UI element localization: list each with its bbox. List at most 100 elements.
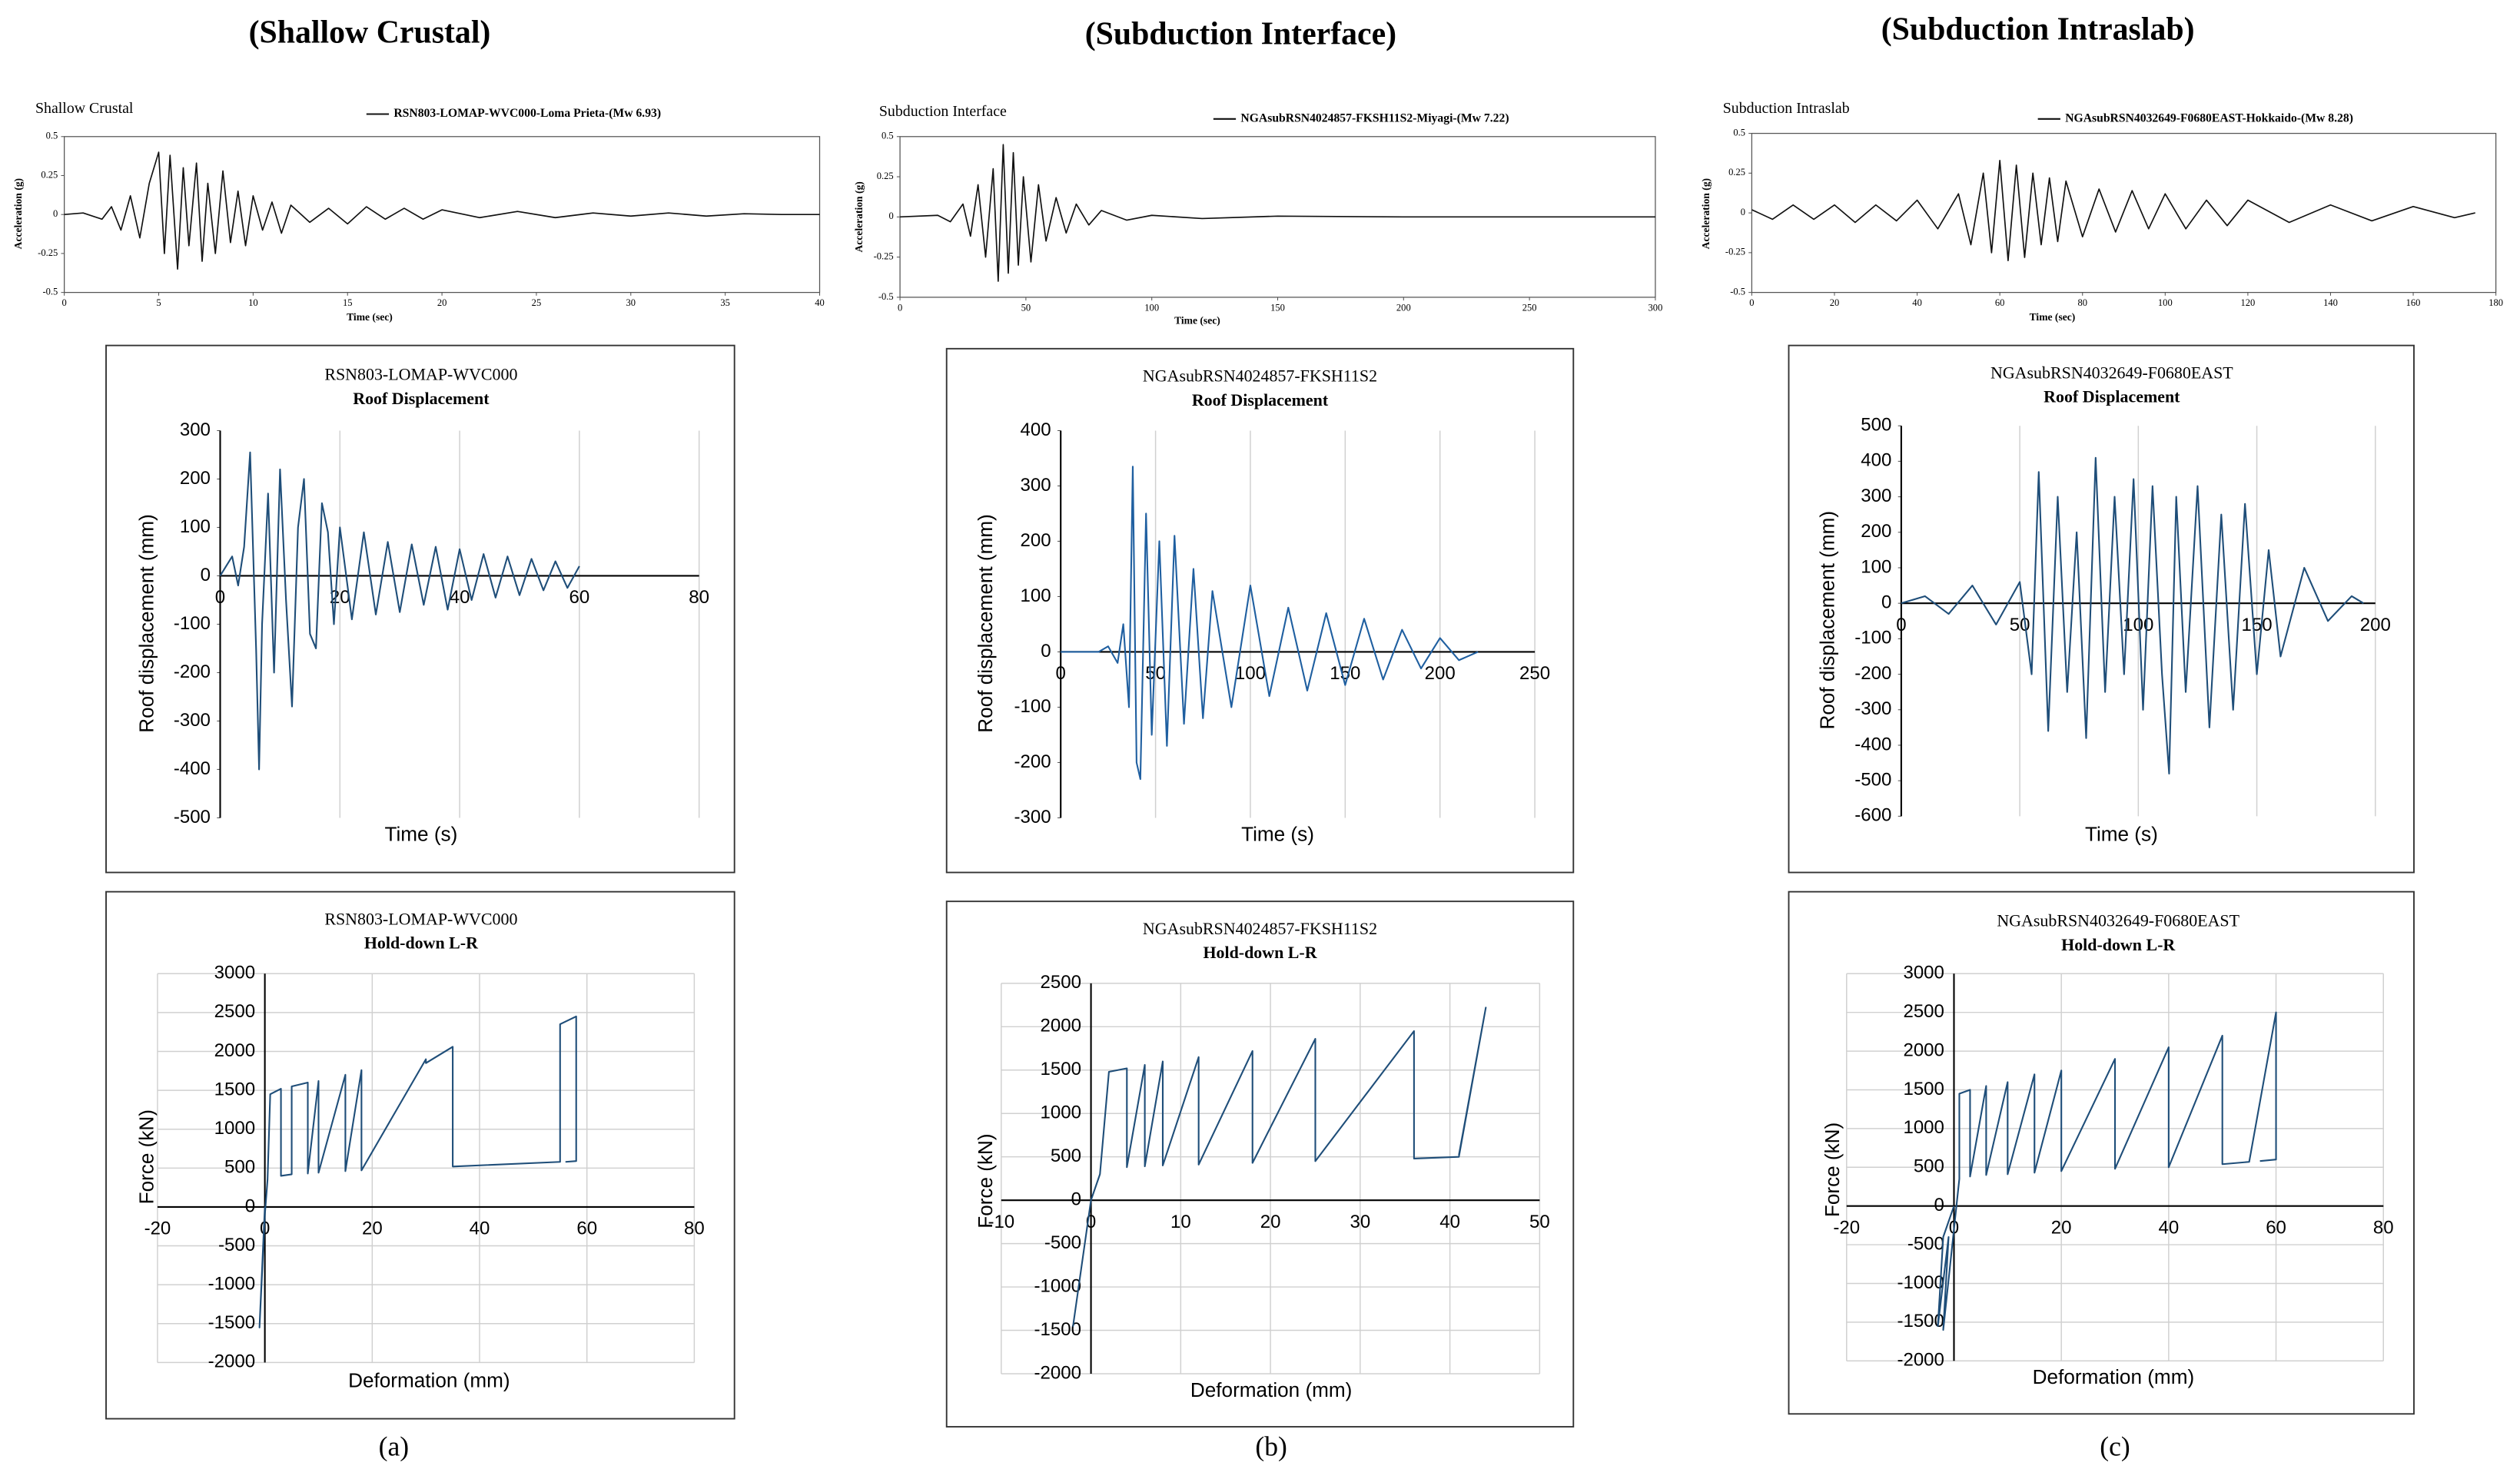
- chart-title: NGAsubRSN4032649-F0680EAST: [1990, 363, 2233, 382]
- y-tick-label: -500: [1044, 1232, 1081, 1253]
- x-tick-label: 100: [2158, 297, 2173, 308]
- y-tick-label: -0.25: [874, 250, 894, 261]
- y-tick-label: -0.5: [42, 286, 58, 297]
- y-axis-label: Acceleration (g): [12, 178, 25, 249]
- y-tick-label: -300: [174, 710, 211, 731]
- x-tick-label: 40: [470, 1219, 490, 1239]
- y-tick-label: -100: [174, 613, 211, 634]
- y-tick-label: -1500: [1897, 1311, 1944, 1331]
- legend-label: NGAsubRSN4024857-FKSH11S2-Miyagi-(Mw 7.2…: [1240, 111, 1509, 124]
- x-tick-label: -10: [988, 1212, 1014, 1232]
- y-tick-label: 2000: [1903, 1040, 1944, 1060]
- x-tick-label: 50: [1529, 1212, 1550, 1232]
- y-tick-label: 400: [1861, 450, 1891, 471]
- y-tick-label: 1000: [1041, 1103, 1081, 1123]
- data-line: [1072, 1006, 1487, 1327]
- y-tick-label: 200: [180, 468, 211, 489]
- y-tick-label: -100: [1854, 628, 1891, 648]
- y-axis-label: Roof displacement (mm): [134, 514, 158, 733]
- y-tick-label: 0: [201, 565, 211, 585]
- y-tick-label: -1000: [1034, 1275, 1081, 1296]
- x-tick-label: 60: [576, 1219, 597, 1239]
- x-tick-label: 200: [1425, 663, 1456, 684]
- chart-title: RSN803-LOMAP-WVC000: [324, 909, 517, 928]
- y-axis-label: Acceleration (g): [1700, 178, 1712, 249]
- x-tick-label: 300: [1648, 302, 1663, 313]
- chart-subtitle: Roof Displacement: [2044, 387, 2180, 406]
- y-tick-label: 2500: [214, 1001, 255, 1022]
- y-tick-label: 1500: [214, 1079, 255, 1099]
- panel-frame: [945, 900, 1575, 1428]
- x-tick-label: 20: [1830, 297, 1840, 308]
- y-tick-label: -500: [174, 807, 211, 827]
- x-tick-label: 250: [1522, 302, 1537, 313]
- y-tick-label: -500: [1854, 770, 1891, 791]
- chart-subtitle: Roof Displacement: [353, 389, 490, 408]
- x-tick-label: 140: [2323, 297, 2338, 308]
- chart-title: NGAsubRSN4032649-F0680EAST: [1997, 910, 2239, 930]
- x-tick-label: 100: [2123, 615, 2153, 635]
- y-tick-label: -0.25: [38, 247, 58, 258]
- y-tick-label: 1000: [1903, 1117, 1944, 1138]
- y-tick-label: 2000: [1041, 1016, 1081, 1036]
- x-tick-label: 15: [343, 297, 353, 308]
- y-tick-label: 0.5: [46, 131, 58, 141]
- panel-frame: [1788, 344, 2415, 874]
- x-tick-label: 100: [1235, 663, 1266, 684]
- y-tick-label: 500: [224, 1157, 255, 1178]
- y-tick-label: 0: [1934, 1195, 1944, 1215]
- y-tick-label: -300: [1014, 807, 1051, 827]
- y-tick-label: 200: [1021, 530, 1051, 551]
- y-tick-label: 500: [1861, 415, 1891, 436]
- x-tick-label: 0: [898, 302, 902, 313]
- x-tick-label: 200: [2360, 615, 2391, 635]
- y-tick-label: -400: [174, 758, 211, 779]
- chart-title: NGAsubRSN4024857-FKSH11S2: [1143, 366, 1377, 385]
- x-tick-label: 5: [156, 297, 161, 308]
- y-tick-label: 100: [180, 516, 211, 537]
- x-tick-label: 30: [1350, 1212, 1370, 1232]
- chart-subtitle: Hold-down L-R: [1203, 943, 1317, 962]
- x-tick-label: 100: [1144, 302, 1159, 313]
- x-tick-label: 20: [2051, 1217, 2072, 1238]
- x-axis-label: Time (s): [384, 822, 457, 845]
- y-tick-label: -200: [174, 662, 211, 682]
- x-tick-label: 25: [532, 297, 542, 308]
- y-tick-label: 0: [1041, 641, 1051, 662]
- y-axis-label: Roof displacement (mm): [1816, 511, 1839, 730]
- y-axis-label: Force (kN): [134, 1109, 158, 1204]
- x-tick-label: 10: [1170, 1212, 1191, 1232]
- data-line: [1061, 466, 1479, 781]
- y-tick-label: 0: [1071, 1189, 1081, 1209]
- legend-label: RSN803-LOMAP-WVC000-Loma Prieta-(Mw 6.93…: [393, 107, 661, 120]
- y-tick-label: -2000: [1034, 1362, 1081, 1383]
- panel-frame: [1788, 890, 2415, 1415]
- x-tick-label: 180: [2488, 297, 2503, 308]
- x-tick-label: 120: [2240, 297, 2255, 308]
- y-axis-label: Roof displacement (mm): [974, 514, 997, 733]
- y-tick-label: -1000: [208, 1273, 255, 1294]
- x-tick-label: 40: [1439, 1212, 1460, 1232]
- x-tick-label: 40: [815, 297, 825, 308]
- y-tick-label: 1000: [214, 1118, 255, 1139]
- x-tick-label: 150: [1330, 663, 1360, 684]
- x-tick-label: 0: [62, 297, 67, 308]
- panel-frame: [945, 347, 1575, 874]
- y-tick-label: 0.25: [1728, 167, 1745, 177]
- x-axis-label: Deformation (mm): [2033, 1365, 2194, 1388]
- x-axis-label: Deformation (mm): [348, 1368, 510, 1391]
- x-tick-label: 10: [248, 297, 258, 308]
- chart-title: Subduction Intraslab: [1723, 100, 1850, 117]
- x-tick-label: 80: [2077, 297, 2087, 308]
- x-tick-label: 80: [684, 1219, 705, 1239]
- y-tick-label: 0.25: [877, 171, 894, 181]
- y-tick-label: 2500: [1903, 1001, 1944, 1022]
- y-tick-label: 0: [1741, 207, 1745, 217]
- x-tick-label: 40: [450, 587, 470, 608]
- chart-subtitle: Roof Displacement: [1192, 390, 1329, 410]
- y-tick-label: -500: [1907, 1233, 1944, 1254]
- chart-title: RSN803-LOMAP-WVC000: [324, 364, 517, 383]
- column-heading: (Shallow Crustal): [249, 15, 491, 51]
